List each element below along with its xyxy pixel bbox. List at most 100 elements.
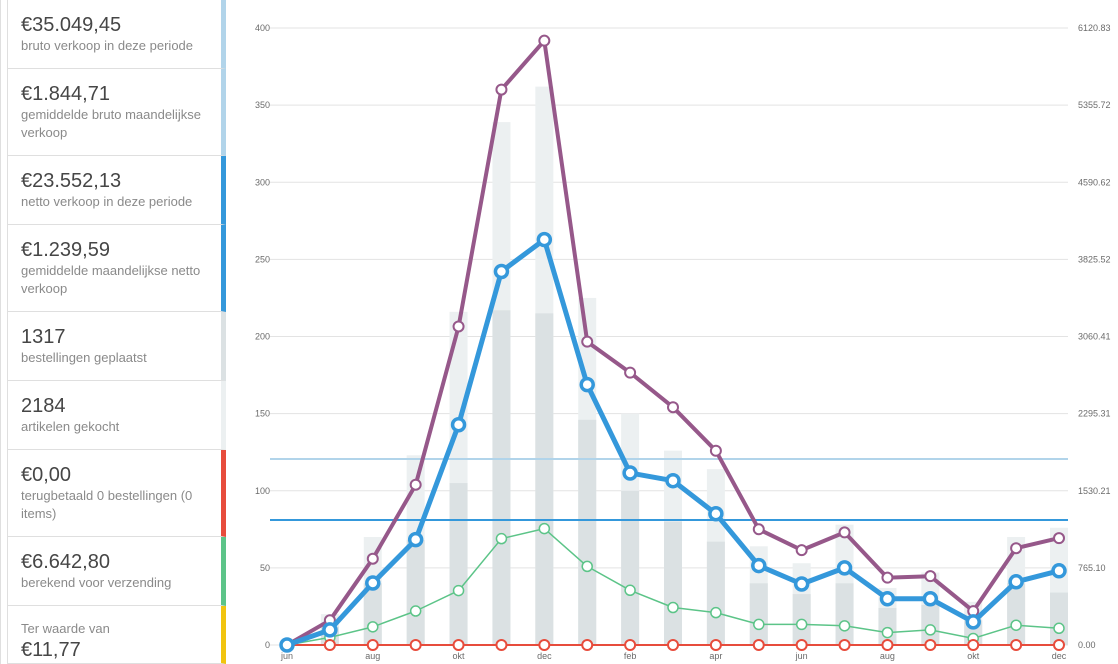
bar [492,310,511,645]
y-right-tick-label: 4590.62 [1078,177,1111,187]
series-point [536,231,553,248]
legend-value: €1.239,59 [21,239,110,261]
chart-grid [270,27,1068,646]
series-point [667,601,679,614]
series-point [407,531,424,548]
y-right-tick-label: 3825.52 [1078,254,1111,264]
legend-item[interactable]: Ter waarde van €11,77 [7,606,226,664]
series-point [322,622,338,638]
x-tick-label: okt [967,651,980,661]
bar [406,540,425,645]
legend-label: Ter waarde van [21,621,110,636]
y-left-tick-label: 250 [255,254,270,264]
y-right-tick-label: 2295.31 [1078,409,1111,419]
series-point [753,618,765,631]
legend-label: berekend voor verzending [21,575,172,590]
series-point [1010,542,1023,555]
series-point [924,570,937,583]
series-point [709,444,722,457]
chart-legend: €35.049,45 bruto verkoop in deze periode €… [0,0,233,664]
bar [578,419,597,645]
series-point [838,526,851,539]
bar [749,583,768,645]
series-point [366,639,379,651]
chart-lines [279,34,1067,653]
y-right-tick-label: 3060.41 [1078,332,1111,342]
series-point [838,639,851,651]
series-point [624,366,637,379]
legend-label: gemiddelde bruto maandelijkse verkoop [21,107,201,140]
series-point [881,626,894,639]
legend-item[interactable]: €1.239,59 gemiddelde maandelijkse netto v… [7,225,226,312]
series-point [1008,574,1024,590]
y-left-tick-label: 150 [255,409,270,419]
y-right-tick-label: 0.00 [1078,640,1096,650]
x-tick-label: jun [795,651,808,661]
legend-item[interactable]: €1.844,71 gemiddelde bruto maandelijkse v… [7,69,226,156]
legend-value: €23.552,13 [21,170,122,192]
series-point [1053,622,1065,635]
y-right-tick-label: 5355.72 [1078,100,1111,110]
y-right-tick-label: 765.10 [1078,563,1106,573]
series-point [495,83,508,96]
legend-value: €6.642,80 [21,551,110,573]
x-tick-label: apr [709,651,722,661]
legend-value: 1317 [21,326,66,348]
legend-value: €0,00 [21,464,72,486]
legend-value: 2184 [21,395,66,417]
series-point [710,606,722,619]
legend-item[interactable]: 1317 bestellingen geplaatst [7,312,226,381]
legend-label: netto verkoop in deze periode [21,194,193,209]
legend-label: bruto verkoop in deze periode [21,38,194,53]
series-point [879,590,896,607]
series-point [409,639,422,651]
legend-label: bestellingen geplaatst [21,350,147,365]
bar [835,583,854,645]
series-point [581,335,594,348]
series-point [709,639,722,651]
chart-ticks: 0 0.00 50 765.10 100 1530.21 150 2295.31 200 3060… [255,23,1111,661]
legend-label: gemiddelde maandelijkse netto verkoop [21,263,201,296]
series-point [836,560,853,576]
y-left-tick-label: 100 [255,486,270,496]
legend-item[interactable]: €6.642,80 berekend voor verzending [7,537,226,606]
y-left-tick-label: 50 [260,563,270,573]
series-point [493,263,510,280]
series-point [1051,563,1067,579]
legend-item[interactable]: €35.049,45 bruto verkoop in deze periode [7,0,226,69]
x-tick-label: okt [453,651,466,661]
y-left-tick-label: 300 [255,177,270,187]
series-point [965,614,981,630]
series-point [538,34,551,47]
legend-item[interactable]: 2184 artikelen gekocht [7,381,226,450]
series-point [624,584,636,597]
series-point [366,552,379,565]
series-point [1053,532,1065,545]
legend-label: artikelen gekocht [21,419,120,434]
series-point [924,639,937,651]
series-point [452,320,465,333]
chart-bars [320,86,1068,646]
x-tick-label: aug [365,651,380,661]
x-tick-label: dec [1052,651,1067,661]
series-point [409,605,422,617]
bar [1007,583,1026,645]
legend-item[interactable]: €0,00 terugbetaald 0 bestellingen (0 item… [7,450,226,537]
y-right-tick-label: 6120.83 [1078,23,1111,33]
series-point [922,590,939,607]
series-point [622,465,638,481]
series-point [881,639,894,651]
bar [1050,592,1068,645]
series-point [279,637,295,653]
legend-value: €11,77 [21,639,81,661]
series-point [450,416,467,433]
series-point [538,639,551,651]
y-left-tick-label: 200 [255,332,270,342]
series-point [452,584,465,597]
legend-item[interactable]: €23.552,13 netto verkoop in deze periode [7,156,226,225]
series-point [323,639,336,651]
x-tick-label: feb [624,651,637,661]
series-point [752,523,765,536]
series-point [579,376,595,393]
series-point [1053,639,1065,651]
